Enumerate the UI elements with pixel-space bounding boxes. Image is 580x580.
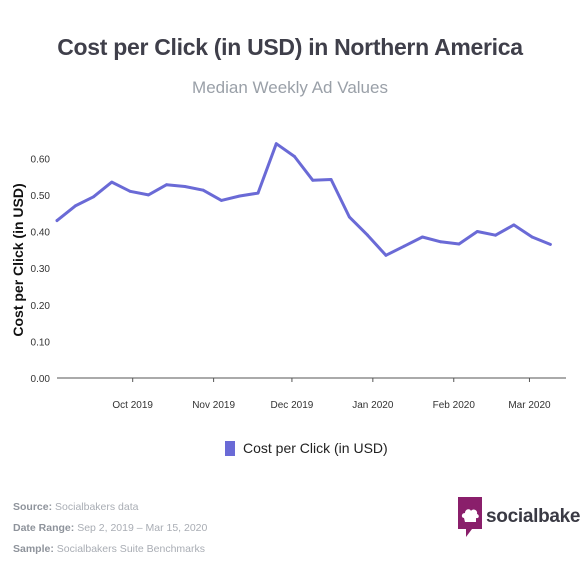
y-axis-title: Cost per Click (in USD)	[10, 183, 26, 336]
date-range-value: Sep 2, 2019 – Mar 15, 2020	[77, 522, 208, 534]
y-tick-label: 0.20	[31, 301, 51, 312]
y-tick-label: 0.50	[31, 191, 51, 202]
data-point	[110, 180, 114, 184]
data-point	[384, 253, 388, 257]
data-point	[55, 219, 59, 222]
data-point	[274, 142, 278, 146]
x-tick-label: Mar 2020	[508, 400, 551, 411]
data-point	[201, 188, 205, 192]
footer-source: Source: Socialbakers data	[13, 497, 207, 518]
data-point	[256, 191, 260, 195]
series-line	[55, 142, 552, 257]
data-point	[238, 194, 242, 198]
data-point	[457, 242, 461, 246]
y-tick-label: 0.00	[31, 374, 51, 385]
chart-title: Cost per Click (in USD) in Northern Amer…	[57, 34, 523, 60]
x-tick-label: Oct 2019	[112, 400, 153, 411]
data-point	[329, 178, 333, 181]
brand: socialbakers	[458, 497, 580, 537]
data-point	[402, 244, 406, 248]
data-point	[92, 195, 95, 199]
data-point	[548, 242, 552, 246]
source-value: Socialbakers data	[55, 501, 139, 513]
data-point	[421, 235, 424, 239]
data-point	[146, 193, 150, 197]
x-tick-label: Feb 2020	[433, 400, 476, 411]
footer-sample: Sample: Socialbakers Suite Benchmarks	[13, 539, 207, 560]
source-label: Source:	[13, 501, 53, 513]
data-point	[220, 199, 223, 202]
data-point	[530, 235, 534, 239]
y-tick-label: 0.60	[31, 154, 51, 165]
x-tick-label: Dec 2019	[271, 400, 314, 411]
brand-name: socialbakers	[486, 506, 580, 527]
data-point	[366, 233, 370, 237]
legend-label: Cost per Click (in USD)	[243, 440, 388, 456]
data-point	[293, 155, 296, 158]
y-tick-label: 0.10	[31, 337, 51, 348]
footer: Source: Socialbakers data Date Range: Se…	[13, 497, 207, 560]
date-range-label: Date Range:	[13, 522, 75, 534]
data-point	[183, 185, 187, 188]
data-point	[128, 189, 132, 193]
legend: Cost per Click (in USD)	[225, 440, 388, 456]
x-tick-label: Nov 2019	[192, 400, 235, 411]
socialbakers-logo-icon	[458, 497, 482, 537]
data-point	[165, 183, 169, 187]
x-tick-label: Jan 2020	[352, 400, 394, 411]
y-tick-label: 0.30	[31, 264, 51, 275]
chart-subtitle: Median Weekly Ad Values	[192, 78, 388, 97]
data-point	[475, 230, 479, 233]
data-point	[73, 204, 77, 208]
footer-date-range: Date Range: Sep 2, 2019 – Mar 15, 2020	[13, 518, 207, 539]
y-tick-label: 0.40	[31, 228, 51, 239]
data-point	[494, 233, 497, 237]
data-point	[512, 223, 516, 227]
data-point	[439, 240, 443, 244]
sample-label: Sample:	[13, 543, 54, 555]
data-point	[347, 215, 351, 219]
data-point	[311, 178, 315, 182]
sample-value: Socialbakers Suite Benchmarks	[56, 543, 206, 555]
legend-swatch	[225, 440, 235, 456]
